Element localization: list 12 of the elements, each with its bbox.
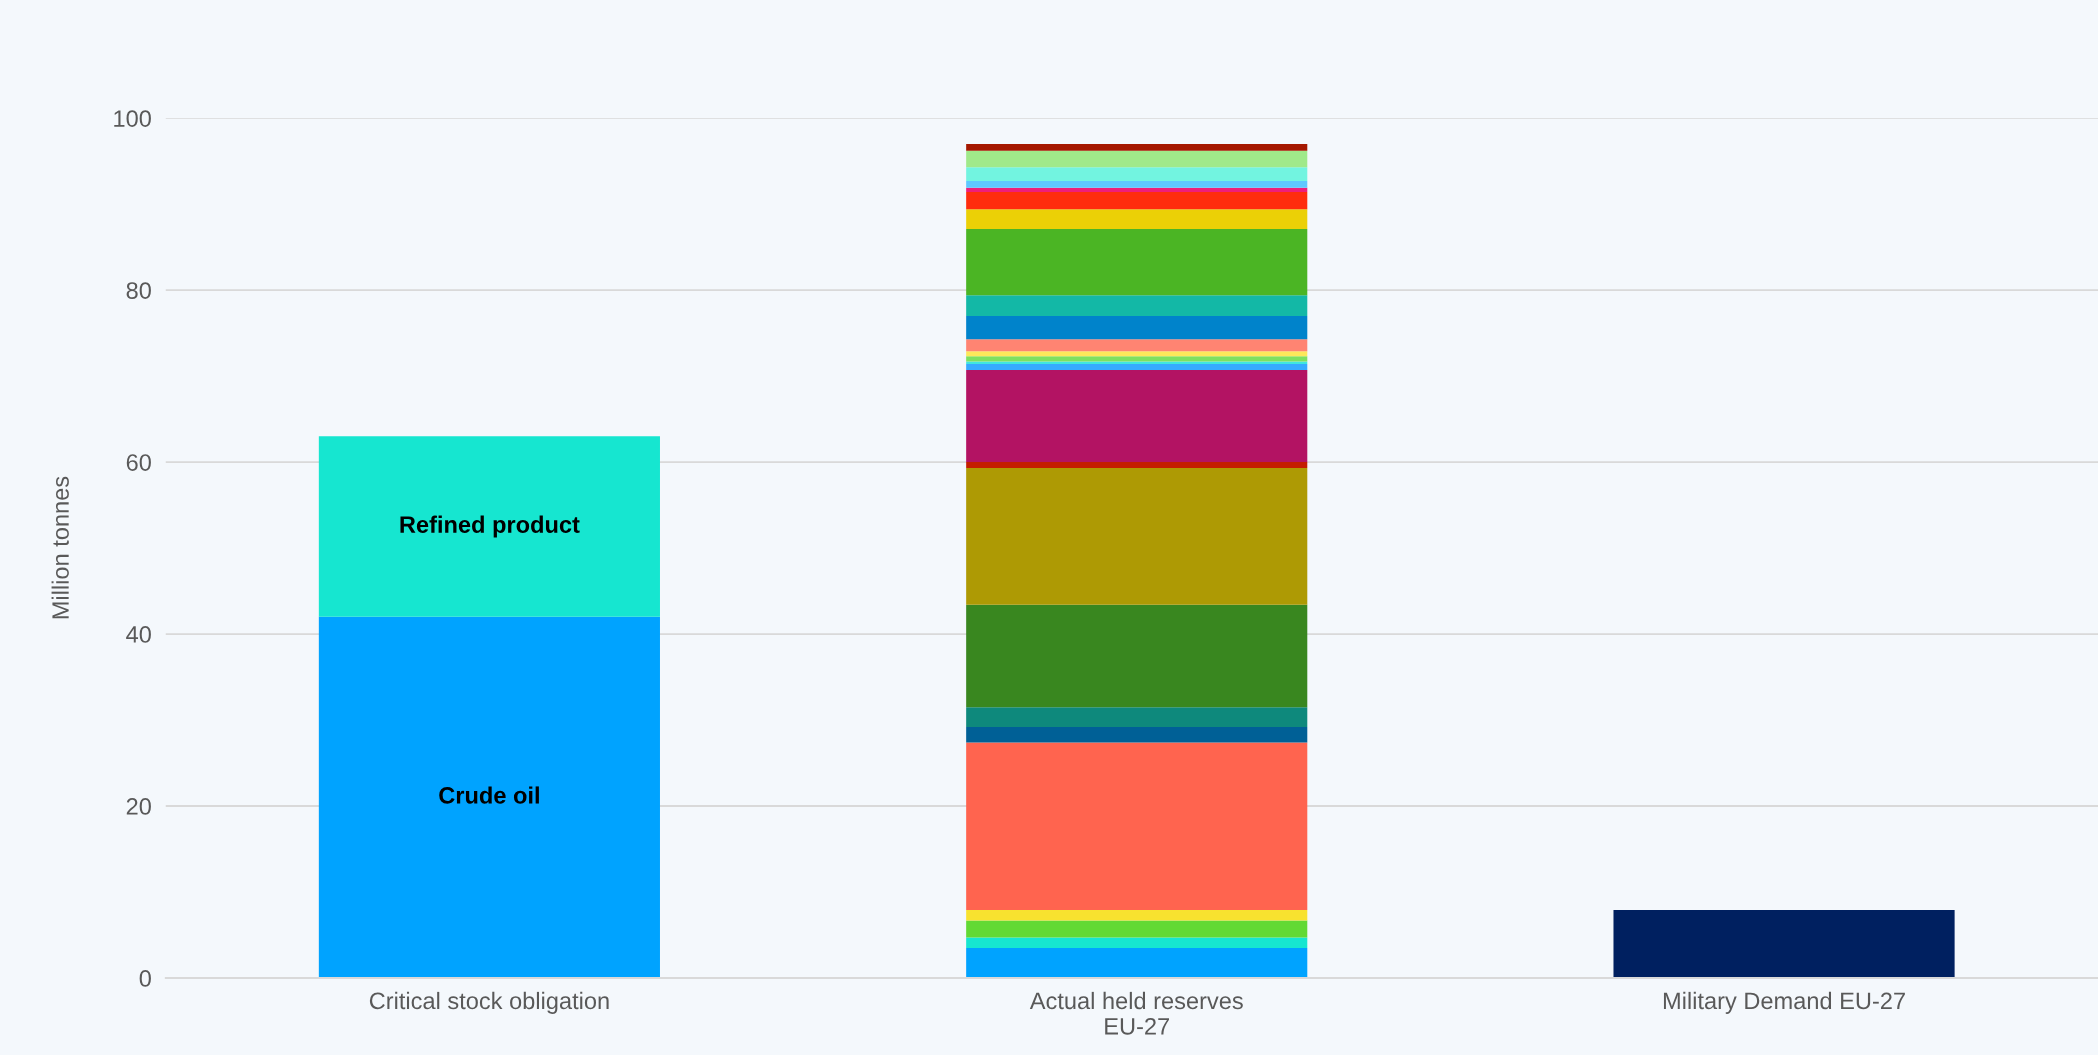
- series-label: Crude oil: [439, 786, 539, 804]
- y-tick-label: 20: [126, 798, 151, 815]
- y-tick-label: 60: [126, 454, 151, 471]
- x-tick-label: Critical stock obligation: [369, 991, 609, 1014]
- y-tick-label: 80: [126, 282, 151, 299]
- y-tick-label: 0: [139, 970, 151, 987]
- y-axis-title: Million tonnes: [51, 476, 69, 619]
- y-tick-label: 40: [126, 626, 151, 643]
- y-tick-label: 100: [114, 110, 151, 127]
- series-label: Refined product: [400, 515, 580, 538]
- x-tick-label: Military Demand EU-27: [1663, 991, 1905, 1014]
- x-tick-label: Actual held reserves EU-27: [1029, 991, 1243, 1035]
